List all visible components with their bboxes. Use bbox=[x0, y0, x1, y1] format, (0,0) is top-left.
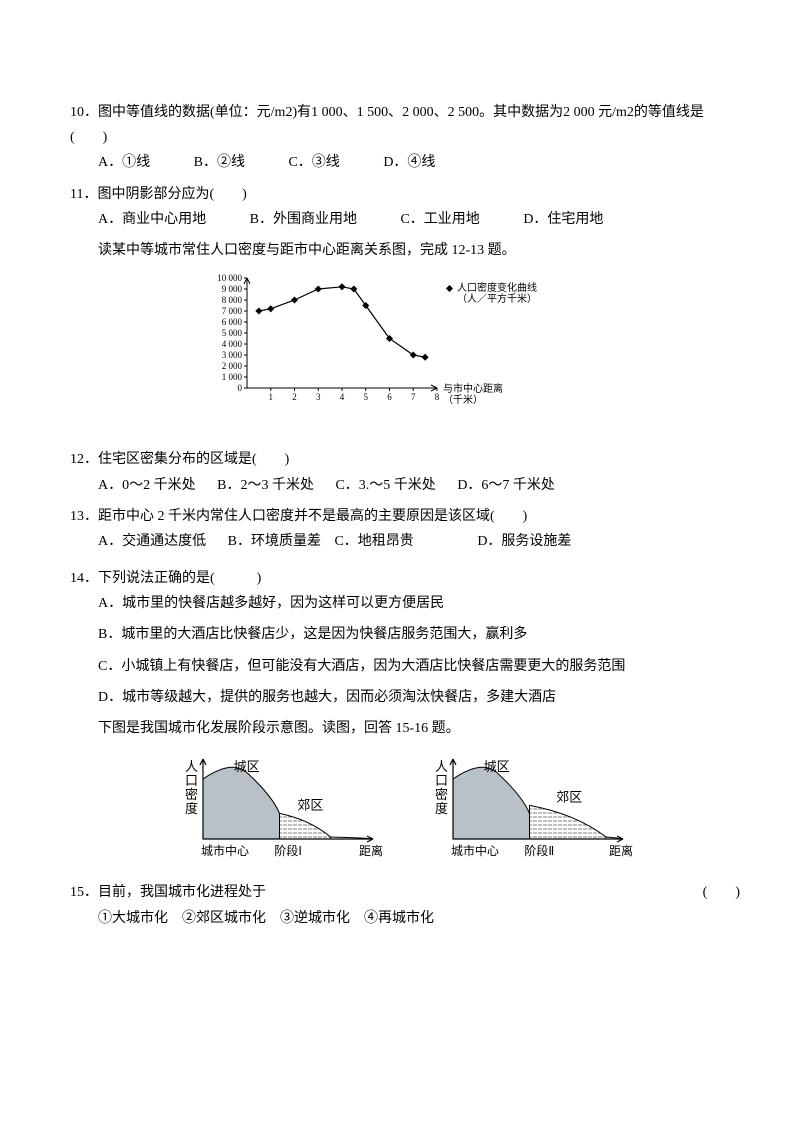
q15-text: 15．目前，我国城市化进程处于 bbox=[70, 880, 266, 905]
question-10: 10．图中等值线的数据(单位：元/m2)有1 000、1 500、2 000、2… bbox=[70, 100, 740, 176]
q11-opt-c: C．工业用地 bbox=[400, 207, 479, 232]
svg-text:（千米）: （千米） bbox=[443, 393, 483, 406]
q10-text: 10．图中等值线的数据(单位：元/m2)有1 000、1 500、2 000、2… bbox=[70, 100, 740, 150]
svg-text:城市中心: 城市中心 bbox=[451, 843, 499, 858]
q13-text: 13．距市中心 2 千米内常住人口密度并不是最高的主要原因是该区域( ) bbox=[70, 504, 740, 529]
q11-opt-b: B．外围商业用地 bbox=[250, 207, 357, 232]
q12-opt-d: D．6～7 千米处 bbox=[457, 473, 555, 498]
q10-options: A．①线 B．②线 C．③线 D．④线 bbox=[98, 150, 740, 175]
svg-text:与市中心距离: 与市中心距离 bbox=[443, 382, 503, 395]
svg-text:人: 人 bbox=[185, 759, 198, 774]
svg-text:人口密度变化曲线: 人口密度变化曲线 bbox=[457, 281, 537, 294]
svg-text:郊区: 郊区 bbox=[297, 798, 323, 813]
svg-text:4: 4 bbox=[340, 392, 345, 402]
svg-text:0: 0 bbox=[238, 383, 243, 393]
svg-text:度: 度 bbox=[185, 801, 198, 816]
svg-text:距离: 距离 bbox=[609, 843, 633, 858]
svg-text:9 000: 9 000 bbox=[222, 284, 243, 294]
question-14: 14．下列说法正确的是( ) A．城市里的快餐店越多越好，因为这样可以更方便居民… bbox=[70, 566, 740, 710]
q12-text: 12．住宅区密集分布的区域是( ) bbox=[70, 447, 740, 472]
svg-text:10 000: 10 000 bbox=[217, 273, 242, 283]
q14-options: A．城市里的快餐店越多越好，因为这样可以更方便居民 B．城市里的大酒店比快餐店少… bbox=[98, 591, 740, 710]
q10-opt-d: D．④线 bbox=[383, 150, 435, 175]
svg-text:8 000: 8 000 bbox=[222, 295, 243, 305]
q11-opt-d: D．住宅用地 bbox=[523, 207, 603, 232]
svg-text:2: 2 bbox=[292, 392, 297, 402]
svg-text:度: 度 bbox=[435, 801, 448, 816]
svg-text:阶段Ⅱ: 阶段Ⅱ bbox=[524, 843, 554, 858]
stage-2-chart: 人口密度 城区郊区城市中心 距离 阶段Ⅱ bbox=[425, 751, 635, 870]
q14-opt-b: B．城市里的大酒店比快餐店少，这是因为快餐店服务范围大，赢利多 bbox=[98, 622, 740, 647]
q12-opt-c: C．3.～5 千米处 bbox=[335, 473, 435, 498]
svg-text:郊区: 郊区 bbox=[556, 790, 582, 805]
q15-opts: ①大城市化 ②郊区城市化 ③逆城市化 ④再城市化 bbox=[98, 906, 740, 931]
svg-text:1: 1 bbox=[269, 392, 274, 402]
intro-12-13: 读某中等城市常住人口密度与距市中心距离关系图，完成 12-13 题。 bbox=[98, 238, 740, 263]
question-11: 11．图中阴影部分应为( ) A．商业中心用地 B．外围商业用地 C．工业用地 … bbox=[70, 182, 740, 232]
svg-text:3: 3 bbox=[316, 392, 321, 402]
svg-text:8: 8 bbox=[435, 392, 440, 402]
q14-text: 14．下列说法正确的是( ) bbox=[70, 566, 740, 591]
svg-text:密: 密 bbox=[435, 787, 448, 802]
q14-opt-c: C．小城镇上有快餐店，但可能没有大酒店，因为大酒店比快餐店需要更大的服务范围 bbox=[98, 654, 740, 679]
svg-text:（人／平方千米）: （人／平方千米） bbox=[457, 292, 537, 305]
svg-text:2 000: 2 000 bbox=[222, 361, 243, 371]
svg-text:人: 人 bbox=[435, 759, 448, 774]
q10-opt-a: A．①线 bbox=[98, 150, 150, 175]
svg-text:口: 口 bbox=[435, 773, 448, 788]
svg-text:7 000: 7 000 bbox=[222, 306, 243, 316]
q11-options: A．商业中心用地 B．外围商业用地 C．工业用地 D．住宅用地 bbox=[98, 207, 740, 232]
svg-text:5 000: 5 000 bbox=[222, 328, 243, 338]
svg-text:城市中心: 城市中心 bbox=[201, 843, 249, 858]
q13-options: A．交通通达度低 B．环境质量差 C．地租昂贵 D．服务设施差 bbox=[98, 529, 740, 554]
svg-text:3 000: 3 000 bbox=[222, 350, 243, 360]
q12-opt-b: B．2～3 千米处 bbox=[217, 473, 314, 498]
question-12: 12．住宅区密集分布的区域是( ) A．0～2 千米处 B．2～3 千米处 C．… bbox=[70, 447, 740, 497]
stage-1-chart: 人口密度 城区郊区城市中心 距离 阶段Ⅰ bbox=[175, 751, 385, 870]
q10-opt-c: C．③线 bbox=[288, 150, 339, 175]
q13-opt-c: C．地租昂贵 bbox=[334, 529, 413, 554]
question-13: 13．距市中心 2 千米内常住人口密度并不是最高的主要原因是该区域( ) A．交… bbox=[70, 504, 740, 554]
question-15: 15．目前，我国城市化进程处于 ( ) ①大城市化 ②郊区城市化 ③逆城市化 ④… bbox=[70, 880, 740, 930]
svg-text:阶段Ⅰ: 阶段Ⅰ bbox=[274, 843, 302, 858]
population-density-chart: 10 0009 0008 0007 0006 0005 0004 0003 00… bbox=[70, 273, 740, 437]
svg-text:口: 口 bbox=[185, 773, 198, 788]
q11-text: 11．图中阴影部分应为( ) bbox=[70, 182, 740, 207]
q13-opt-a: A．交通通达度低 bbox=[98, 529, 206, 554]
q10-opt-b: B．②线 bbox=[194, 150, 245, 175]
svg-text:6: 6 bbox=[387, 392, 392, 402]
q14-opt-a: A．城市里的快餐店越多越好，因为这样可以更方便居民 bbox=[98, 591, 740, 616]
q12-opt-a: A．0～2 千米处 bbox=[98, 473, 196, 498]
urbanization-stage-charts: 人口密度城区郊区城市中心距离阶段Ⅰ 人口密度城区郊区城市中心距离阶段Ⅱ bbox=[70, 751, 740, 870]
q15-paren: ( ) bbox=[703, 880, 740, 905]
q12-options: A．0～2 千米处 B．2～3 千米处 C．3.～5 千米处 D．6～7 千米处 bbox=[98, 473, 740, 498]
q13-opt-d: D．服务设施差 bbox=[477, 529, 571, 554]
intro-15-16: 下图是我国城市化发展阶段示意图。读图，回答 15-16 题。 bbox=[98, 716, 740, 741]
svg-text:城区: 城区 bbox=[234, 759, 260, 774]
svg-text:城区: 城区 bbox=[484, 759, 510, 774]
svg-text:7: 7 bbox=[411, 392, 416, 402]
svg-text:密: 密 bbox=[185, 787, 198, 802]
svg-text:6 000: 6 000 bbox=[222, 317, 243, 327]
svg-text:距离: 距离 bbox=[359, 843, 383, 858]
q11-opt-a: A．商业中心用地 bbox=[98, 207, 206, 232]
svg-text:4 000: 4 000 bbox=[222, 339, 243, 349]
svg-text:5: 5 bbox=[364, 392, 369, 402]
svg-text:1 000: 1 000 bbox=[222, 372, 243, 382]
q14-opt-d: D．城市等级越大，提供的服务也越大，因而必须淘汰快餐店，多建大酒店 bbox=[98, 685, 740, 710]
q13-opt-b: B．环境质量差 bbox=[228, 529, 321, 554]
